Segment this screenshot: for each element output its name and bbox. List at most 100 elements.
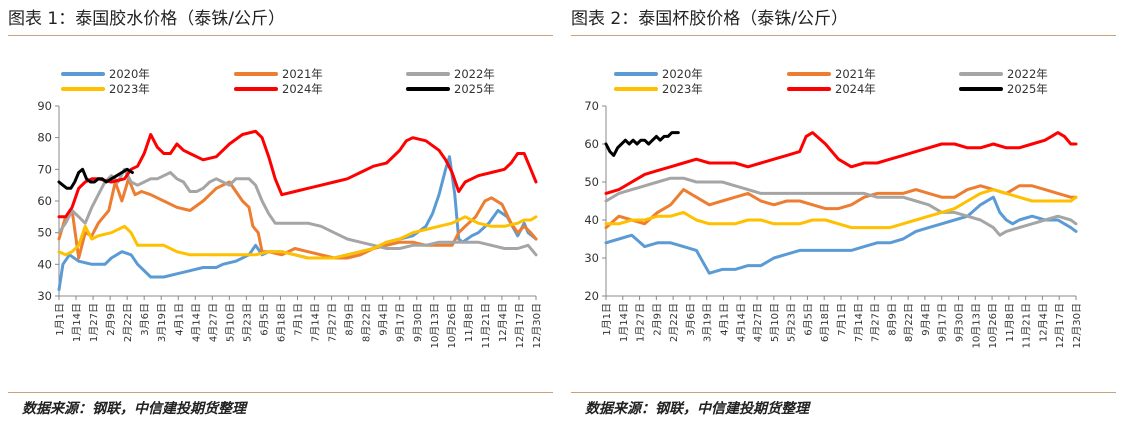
- x-tick-label: 5月10日: [224, 303, 236, 342]
- legend-label: 2022年: [454, 67, 495, 81]
- legend-label: 2020年: [109, 67, 150, 81]
- x-tick-label: 12月4日: [497, 303, 509, 342]
- x-tick-label: 6月18日: [819, 303, 831, 342]
- x-tick-label: 7月1日: [293, 303, 305, 336]
- x-tick-label: 10月13日: [970, 303, 982, 348]
- x-tick-label: 8月22日: [361, 303, 373, 342]
- x-tick-label: 4月14日: [190, 303, 202, 342]
- x-tick-label: 8月9日: [344, 303, 356, 336]
- x-tick-label: 12月17日: [514, 303, 526, 348]
- x-tick-label: 5月10日: [769, 303, 781, 342]
- x-tick-label: 12月30日: [1071, 303, 1083, 348]
- x-tick-label: 4月27日: [752, 303, 764, 342]
- figure-title-2: 图表 2：泰国杯胶价格（泰铢/公斤）: [571, 9, 848, 29]
- x-tick-label: 1月1日: [54, 303, 66, 336]
- x-tick-label: 6月5日: [258, 303, 270, 336]
- legend-label: 2021年: [282, 67, 323, 81]
- x-tick-label: 1月14日: [71, 303, 83, 342]
- legend-label: 2024年: [282, 82, 323, 96]
- x-tick-label: 4月14日: [735, 303, 747, 342]
- x-tick-label: 2月22日: [122, 303, 134, 342]
- series-line-2023年: [57, 215, 538, 260]
- legend-label: 2025年: [1007, 82, 1048, 96]
- y-tick-label: 50: [584, 175, 599, 189]
- legend-label: 2020年: [662, 67, 703, 81]
- series-line-2025年: [57, 167, 134, 190]
- x-tick-label: 11月8日: [463, 303, 475, 342]
- y-tick-label: 50: [37, 226, 52, 240]
- x-tick-label: 1月27日: [635, 303, 647, 342]
- x-tick-label: 9月4日: [378, 303, 390, 336]
- rubber-latex-price-chart: 30 40 50 60 70 80 90 1月1日 1月14日 1月27日 2月9日 2月22日 3月6…: [37, 67, 543, 348]
- series-line-2023年: [604, 188, 1078, 230]
- x-tick-label: 11月21日: [1021, 303, 1033, 348]
- x-tick-label: 1月27日: [88, 303, 100, 342]
- x-tick-label: 12月17日: [1054, 303, 1066, 348]
- x-tick-label: 12月30日: [531, 303, 543, 348]
- figure-title-1: 图表 1：泰国胶水价格（泰铢/公斤）: [8, 9, 285, 29]
- x-tick-label: 3月6日: [139, 303, 151, 336]
- data-source-note-1: 数据来源：钢联，中信建投期货整理: [22, 401, 246, 417]
- cup-lump-price-chart: 20 30 40 50 60 70 1月1日 1月14日 1月27日 2月9日 2月22日 3月6日 3…: [584, 67, 1083, 348]
- x-tick-label: 8月9日: [886, 303, 898, 336]
- series-line-2022年: [604, 176, 1078, 237]
- x-tick-label: 10月13日: [429, 303, 441, 348]
- footer-divider-1: [8, 392, 553, 393]
- y-tick-label: 30: [584, 251, 599, 265]
- series-line-2021年: [57, 177, 538, 260]
- series-line-2020年: [604, 195, 1078, 275]
- x-tick-label: 1月14日: [618, 303, 630, 342]
- series-line-2024年: [604, 131, 1078, 195]
- x-tick-label: 7月14日: [853, 303, 865, 342]
- legend-label: 2025年: [454, 82, 495, 96]
- x-tick-label: 1月1日: [601, 303, 613, 336]
- x-tick-label: 3月6日: [685, 303, 697, 336]
- x-tick-label: 3月19日: [702, 303, 714, 342]
- y-tick-label: 20: [584, 289, 599, 303]
- x-tick-label: 11月8日: [1004, 303, 1016, 342]
- y-tick-label: 70: [584, 99, 599, 113]
- series-line-2022年: [57, 167, 538, 257]
- y-tick-label: 60: [37, 194, 52, 208]
- y-tick-label: 60: [584, 137, 599, 151]
- x-tick-label: 2月9日: [105, 303, 117, 336]
- x-tick-label: 10月26日: [987, 303, 999, 348]
- x-tick-label: 3月19日: [156, 303, 168, 342]
- y-tick-label: 80: [37, 131, 52, 145]
- x-tick-label: 6月18日: [275, 303, 287, 342]
- x-tick-label: 6月5日: [802, 303, 814, 336]
- x-tick-label: 8月22日: [903, 303, 915, 342]
- legend-label: 2024年: [835, 82, 876, 96]
- x-tick-label: 7月27日: [870, 303, 882, 342]
- x-tick-label: 2月9日: [651, 303, 663, 336]
- x-tick-label: 5月23日: [241, 303, 253, 342]
- x-tick-label: 4月1日: [173, 303, 185, 336]
- x-tick-label: 7月1日: [836, 303, 848, 336]
- header-divider-2: [571, 35, 1116, 36]
- legend-label: 2022年: [1007, 67, 1048, 81]
- x-tick-label: 9月30日: [412, 303, 424, 342]
- x-tick-label: 9月17日: [395, 303, 407, 342]
- y-tick-label: 70: [37, 162, 52, 176]
- x-tick-label: 5月23日: [786, 303, 798, 342]
- series-line-2024年: [57, 129, 538, 219]
- y-tick-label: 40: [37, 257, 52, 271]
- legend-label: 2023年: [109, 82, 150, 96]
- y-tick-label: 40: [584, 213, 599, 227]
- x-tick-label: 12月4日: [1037, 303, 1049, 342]
- x-tick-label: 11月21日: [480, 303, 492, 348]
- data-source-note-2: 数据来源：钢联，中信建投期货整理: [585, 401, 809, 417]
- x-tick-label: 9月17日: [937, 303, 949, 342]
- x-tick-label: 2月22日: [668, 303, 680, 342]
- x-tick-label: 9月4日: [920, 303, 932, 336]
- x-tick-label: 7月27日: [327, 303, 339, 342]
- x-tick-label: 4月27日: [207, 303, 219, 342]
- y-tick-label: 30: [37, 289, 52, 303]
- series-line-2025年: [604, 131, 680, 157]
- x-tick-label: 10月26日: [446, 303, 458, 348]
- y-tick-label: 90: [37, 99, 52, 113]
- legend-label: 2021年: [835, 67, 876, 81]
- header-divider-1: [8, 35, 553, 36]
- legend-label: 2023年: [662, 82, 703, 96]
- x-tick-label: 7月14日: [310, 303, 322, 342]
